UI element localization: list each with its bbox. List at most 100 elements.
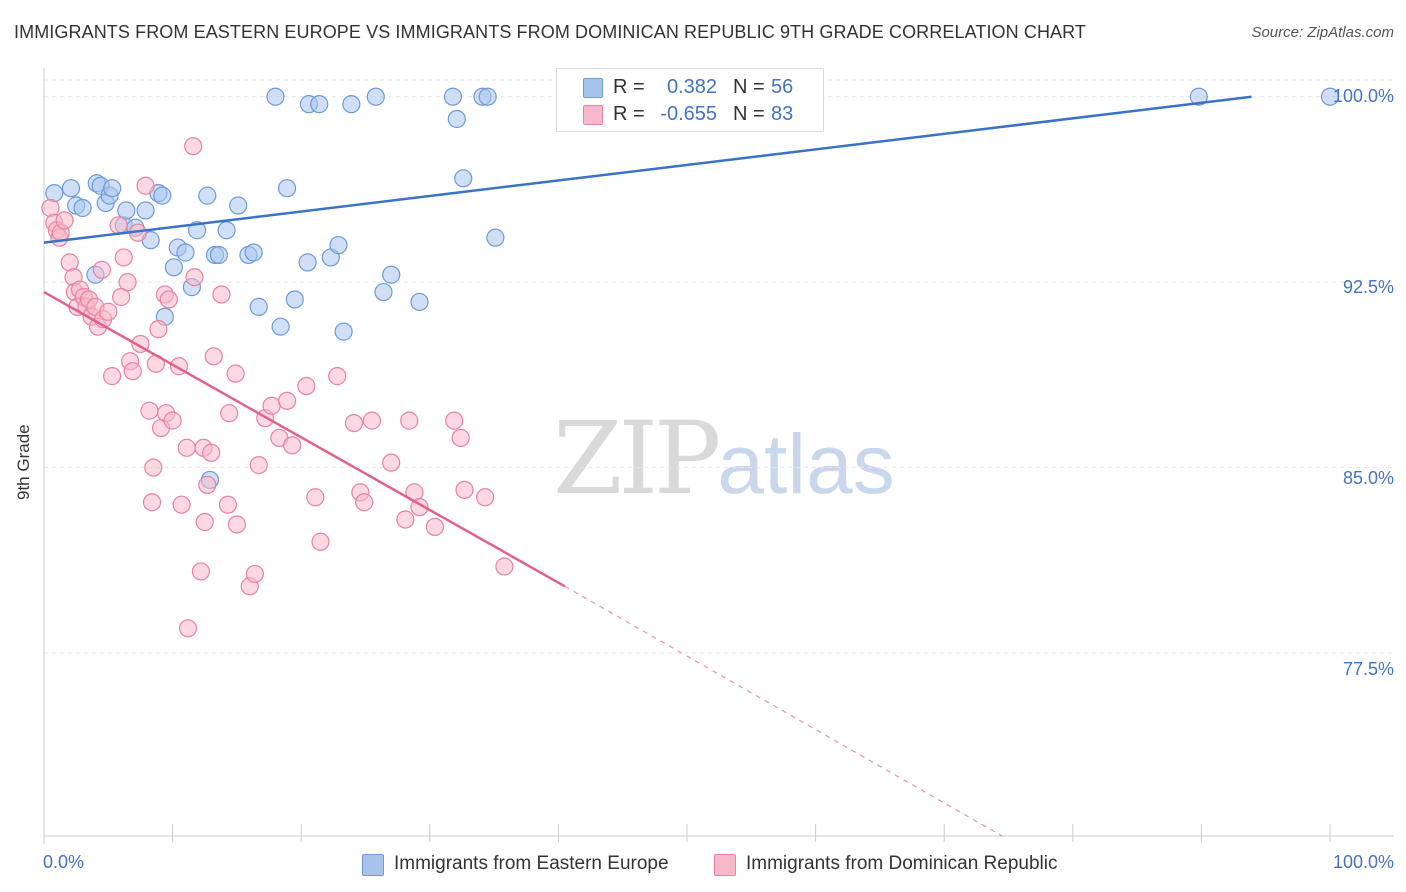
data-point-dominican-republic bbox=[306, 488, 325, 507]
data-point-dominican-republic bbox=[118, 273, 137, 292]
data-point-dominican-republic bbox=[362, 411, 382, 430]
data-point-dominican-republic bbox=[445, 411, 464, 430]
legend-label: Immigrants from Dominican Republic bbox=[746, 853, 1058, 874]
data-point-eastern-europe bbox=[310, 95, 329, 114]
data-point-dominican-republic bbox=[114, 248, 133, 267]
data-point-dominican-republic bbox=[103, 367, 122, 386]
data-point-dominican-republic bbox=[195, 512, 214, 532]
data-point-dominican-republic bbox=[283, 436, 302, 455]
data-point-dominican-republic bbox=[198, 475, 217, 495]
data-point-dominican-republic bbox=[184, 137, 203, 156]
data-point-dominican-republic bbox=[177, 438, 196, 457]
data-point-dominican-republic bbox=[344, 413, 364, 433]
legend-r-label: R = bbox=[613, 76, 645, 98]
data-point-dominican-republic bbox=[109, 216, 128, 235]
data-point-eastern-europe bbox=[61, 179, 81, 198]
data-point-eastern-europe bbox=[187, 221, 207, 240]
chart-title: IMMIGRANTS FROM EASTERN EUROPE VS IMMIGR… bbox=[14, 22, 1087, 42]
legend-swatch-blue bbox=[583, 78, 603, 98]
data-point-eastern-europe bbox=[478, 87, 497, 106]
data-point-eastern-europe bbox=[1320, 87, 1340, 106]
data-point-eastern-europe bbox=[229, 196, 248, 215]
legend-swatch-pink bbox=[714, 854, 736, 876]
y-tick-label: 92.5% bbox=[1342, 277, 1394, 297]
data-point-eastern-europe bbox=[1189, 87, 1208, 106]
data-point-eastern-europe bbox=[366, 87, 385, 106]
legend-r-value: 0.382 bbox=[666, 76, 717, 98]
data-point-eastern-europe bbox=[198, 186, 217, 205]
data-point-dominican-republic bbox=[172, 495, 191, 514]
data-point-dominican-republic bbox=[202, 443, 221, 462]
data-point-eastern-europe bbox=[136, 201, 155, 220]
data-point-dominican-republic bbox=[99, 302, 118, 321]
data-point-dominican-republic bbox=[311, 532, 330, 551]
source-credit: Source: ZipAtlas.com bbox=[1251, 24, 1394, 41]
data-point-dominican-republic bbox=[149, 320, 168, 339]
y-tick-label: 77.5% bbox=[1342, 659, 1394, 679]
data-point-eastern-europe bbox=[73, 198, 92, 218]
legend-n-label: N = bbox=[733, 103, 765, 125]
data-point-dominican-republic bbox=[140, 401, 159, 420]
data-point-dominican-republic bbox=[245, 564, 265, 584]
data-point-dominican-republic bbox=[226, 364, 245, 383]
data-point-dominican-republic bbox=[297, 376, 316, 396]
data-point-dominican-republic bbox=[220, 404, 239, 423]
legend-label: Immigrants from Eastern Europe bbox=[394, 853, 669, 874]
watermark: ZIPatlas bbox=[553, 400, 895, 517]
data-point-eastern-europe bbox=[45, 184, 64, 203]
data-point-eastern-europe bbox=[244, 243, 263, 262]
legend-row-dominican-republic: R = -0.655 N = 83 bbox=[557, 101, 823, 127]
data-point-dominican-republic bbox=[249, 456, 268, 475]
trendline-dominican-republic-extension bbox=[564, 585, 1003, 837]
data-point-dominican-republic bbox=[159, 290, 178, 309]
data-point-eastern-europe bbox=[153, 186, 172, 205]
data-point-eastern-europe bbox=[410, 292, 429, 312]
data-point-dominican-republic bbox=[136, 176, 155, 195]
data-point-dominican-republic bbox=[142, 493, 162, 512]
legend-r-label: R = bbox=[613, 103, 645, 125]
legend-row-eastern-europe: R = 0.382 N = 56 bbox=[557, 74, 823, 100]
data-point-eastern-europe bbox=[117, 201, 136, 220]
data-point-eastern-europe bbox=[374, 282, 393, 302]
data-point-dominican-republic bbox=[218, 495, 237, 514]
legend-swatch-blue bbox=[362, 854, 384, 876]
legend-n-value: 83 bbox=[771, 103, 794, 125]
data-point-dominican-republic bbox=[396, 510, 415, 529]
trendline-eastern-europe bbox=[43, 95, 1252, 244]
legend-r-value: -0.655 bbox=[660, 103, 717, 125]
data-point-eastern-europe bbox=[342, 95, 361, 114]
data-point-eastern-europe bbox=[298, 253, 317, 272]
data-point-dominican-republic bbox=[355, 493, 374, 512]
x-tick-label: 100.0% bbox=[1332, 852, 1394, 872]
data-point-dominican-republic bbox=[382, 453, 401, 472]
data-point-eastern-europe bbox=[443, 87, 463, 106]
data-point-dominican-republic bbox=[185, 268, 204, 287]
data-point-eastern-europe bbox=[447, 109, 466, 129]
y-tick-label: 85.0% bbox=[1342, 468, 1394, 488]
data-point-dominican-republic bbox=[400, 411, 419, 430]
trendline-dominican-republic bbox=[43, 290, 566, 588]
x-tick-label: 0.0% bbox=[43, 852, 85, 872]
data-point-eastern-europe bbox=[334, 322, 353, 341]
data-point-dominican-republic bbox=[227, 515, 246, 534]
data-point-eastern-europe bbox=[249, 297, 268, 316]
data-point-eastern-europe bbox=[164, 258, 183, 277]
data-point-dominican-republic bbox=[60, 253, 79, 272]
data-point-dominican-republic bbox=[41, 198, 60, 218]
data-point-dominican-republic bbox=[144, 458, 163, 477]
data-point-eastern-europe bbox=[382, 265, 401, 284]
watermark-atlas: atlas bbox=[717, 417, 895, 511]
data-point-dominican-republic bbox=[277, 391, 297, 410]
data-point-eastern-europe bbox=[329, 235, 348, 255]
data-point-eastern-europe bbox=[103, 179, 122, 198]
data-point-dominican-republic bbox=[123, 362, 142, 381]
correlation-legend: R = 0.382 N = 56 R = -0.655 N = 83 bbox=[556, 68, 824, 132]
data-point-eastern-europe bbox=[209, 245, 228, 265]
series-legend: Immigrants from Eastern Europe Immigrant… bbox=[0, 852, 1406, 878]
data-point-eastern-europe bbox=[486, 228, 505, 247]
data-point-eastern-europe bbox=[454, 169, 473, 188]
y-axis-label: 9th Grade bbox=[14, 424, 33, 500]
data-point-dominican-republic bbox=[425, 517, 445, 537]
data-point-dominican-republic bbox=[451, 428, 470, 448]
